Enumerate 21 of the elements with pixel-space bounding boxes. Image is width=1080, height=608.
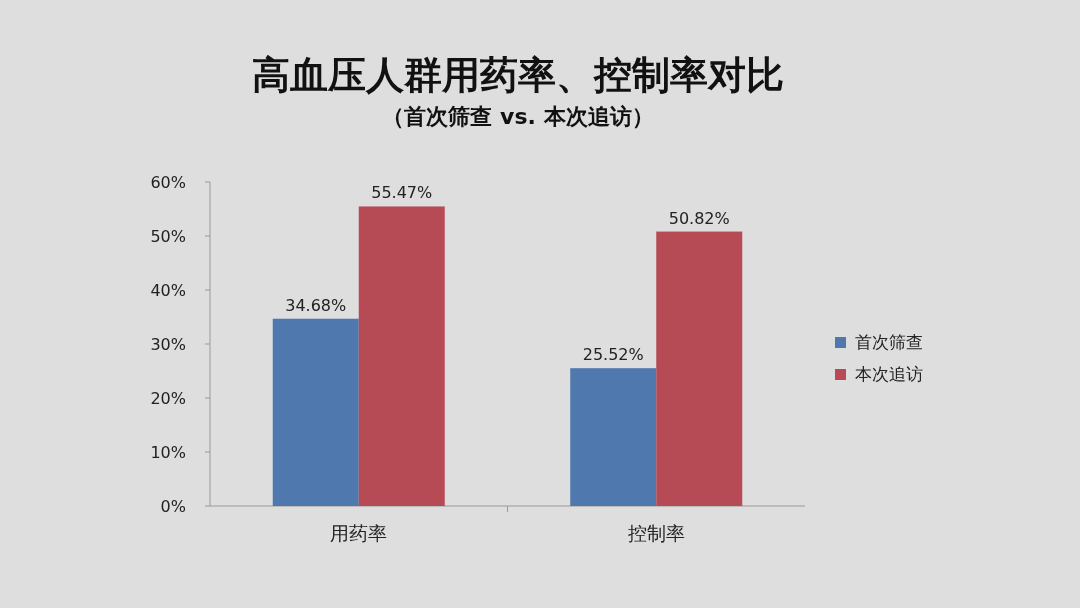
legend-label: 首次筛查 bbox=[855, 332, 923, 352]
y-tick-label: 10% bbox=[150, 443, 186, 462]
data-label: 55.47% bbox=[371, 183, 433, 203]
bar bbox=[272, 318, 359, 506]
x-tick-label: 控制率 bbox=[627, 522, 685, 544]
chart-subtitle: （首次筛查 vs. 本次追访） bbox=[382, 104, 654, 129]
y-tick-label: 20% bbox=[150, 389, 186, 408]
x-tick-label: 用药率 bbox=[330, 522, 388, 544]
y-tick-label: 40% bbox=[150, 281, 186, 300]
bar bbox=[570, 368, 657, 506]
y-tick-label: 50% bbox=[150, 227, 186, 246]
chart-title: 高血压人群用药率、控制率对比 bbox=[252, 53, 784, 97]
y-tick-label: 0% bbox=[160, 497, 186, 516]
y-tick-label: 60% bbox=[150, 173, 186, 192]
bar bbox=[358, 206, 445, 506]
data-label: 25.52% bbox=[582, 345, 644, 365]
bar bbox=[656, 231, 743, 506]
data-label: 50.82% bbox=[668, 208, 730, 228]
y-tick-label: 30% bbox=[150, 335, 186, 354]
legend-label: 本次追访 bbox=[855, 364, 923, 384]
data-label: 34.68% bbox=[285, 295, 347, 315]
